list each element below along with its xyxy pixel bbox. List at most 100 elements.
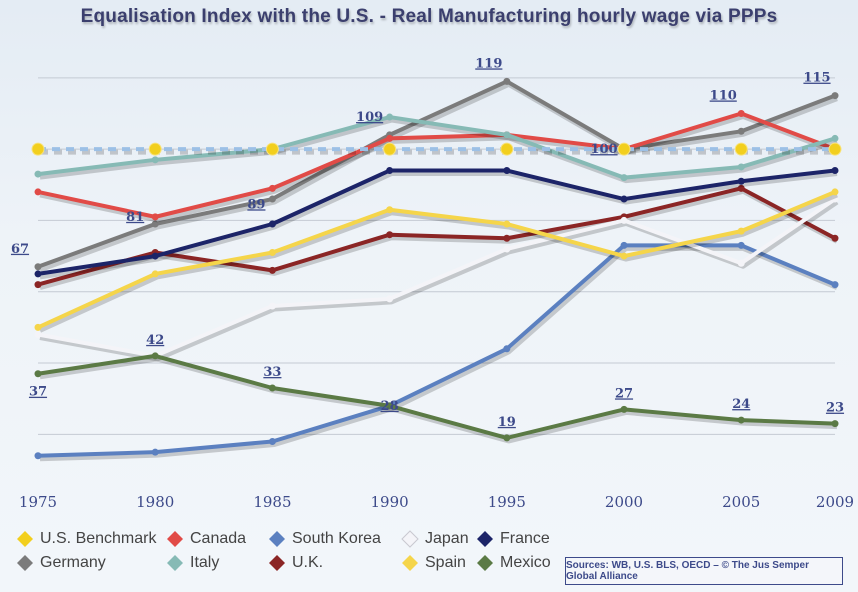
series-shadow-canada [39,113,838,223]
legend: U.S. Benchmark Canada South Korea Japan Fran… [16,530,556,582]
series-line-u-k [37,186,836,287]
point-south-korea-2005 [737,241,745,249]
point-mexico-1990 [386,402,394,410]
data-label-1990-28: 28 [381,399,399,414]
data-label-1995-19: 19 [498,415,516,430]
point-u-k-1975 [34,281,42,289]
point-u-s-benchmark-1985 [265,142,279,156]
x-tick-2005: 2005 [722,493,760,511]
point-germany-1975 [34,263,42,271]
point-italy-2000 [620,174,628,182]
point-mexico-2005 [737,416,745,424]
legend-label: Italy [190,554,220,571]
point-japan-1975 [34,331,42,339]
point-canada-1990 [386,134,394,142]
point-france-1995 [503,167,511,175]
series-japan [34,195,839,362]
point-u-k-1990 [386,231,394,239]
point-mexico-1980 [151,352,159,360]
legend-diamond-icon [402,555,418,571]
series-shadow-japan [39,199,839,362]
series-shadow-france [39,171,838,280]
point-u-s-benchmark-2009 [828,142,842,156]
data-label-1995-119: 119 [475,56,502,71]
point-italy-2005 [737,163,745,171]
point-u-s-benchmark-2000 [617,142,631,156]
point-japan-2000 [620,216,628,224]
data-label-2000-27: 27 [615,386,633,401]
legend-diamond-icon [269,531,285,547]
x-tick-1980: 1980 [136,493,174,511]
point-canada-1980 [151,213,159,221]
legend-diamond-icon [401,530,419,548]
point-u-k-1985 [268,266,276,274]
series-shadow-south-korea [39,245,838,462]
legend-item-italy: Italy [166,554,219,572]
legend-diamond-icon [167,555,183,571]
legend-label: South Korea [292,530,381,547]
chart-title: Equalisation Index with the U.S. - Real … [80,6,778,27]
data-label-1980-42: 42 [146,333,164,348]
point-spain-1980 [151,270,159,278]
point-france-1990 [386,167,394,175]
series-spain [34,188,839,333]
legend-item-mexico: Mexico [476,554,551,572]
point-germany-2009 [831,92,839,100]
point-canada-1975 [34,188,42,196]
data-label-1990-109: 109 [356,110,383,125]
series-line-canada [37,111,836,219]
legend-diamond-icon [477,555,493,571]
data-label-1980-81: 81 [126,210,144,225]
point-germany-1980 [151,220,159,228]
point-germany-1985 [268,195,276,203]
data-label-1985-33: 33 [263,365,281,380]
point-italy-1990 [386,113,394,121]
series-shadow-mexico [39,356,838,444]
point-spain-2009 [831,188,839,196]
series-line-japan [37,197,837,358]
data-label-2009-23: 23 [826,401,844,416]
legend-label: Spain [425,554,466,571]
point-u-s-benchmark-1975 [31,142,45,156]
series-shadow-italy [39,117,838,184]
x-tick-1990: 1990 [371,493,409,511]
point-u-k-1995 [503,234,511,242]
point-france-2005 [737,177,745,185]
point-mexico-1975 [34,370,42,378]
point-france-1980 [151,252,159,260]
legend-label: Mexico [500,554,551,571]
legend-item-spain: Spain [401,554,466,572]
x-axis-ticks: 1975 1980 1985 1990 1995 2000 2005 2009 [19,493,854,511]
legend-item-u-k: U.K. [268,554,323,572]
point-japan-1985 [268,302,276,310]
point-u-k-2009 [831,234,839,242]
legend-label: France [500,530,550,547]
point-italy-1975 [34,170,42,178]
data-label-2005-110: 110 [710,88,737,103]
point-canada-1985 [268,184,276,192]
point-japan-2009 [831,195,839,203]
series-germany [34,77,839,273]
point-u-s-benchmark-1990 [383,142,397,156]
legend-item-japan: Japan [401,530,469,548]
legend-label: U.S. Benchmark [40,530,157,547]
legend-label: Canada [190,530,247,547]
data-label-2009-115: 115 [803,71,830,86]
x-tick-1985: 1985 [253,493,291,511]
legend-diamond-icon [269,555,285,571]
point-france-2009 [831,167,839,175]
series-line-spain [37,190,836,330]
x-tick-2009: 2009 [816,493,854,511]
legend-diamond-icon [17,555,33,571]
point-germany-2005 [737,127,745,135]
series-line-italy [37,115,836,180]
data-label-2000-100: 100 [590,142,617,157]
point-france-2000 [620,195,628,203]
legend-diamond-icon [477,531,493,547]
x-tick-1995: 1995 [488,493,526,511]
point-japan-2005 [737,259,745,267]
point-japan-1995 [503,245,511,253]
point-italy-1995 [503,131,511,139]
series-shadow-spain [38,192,838,333]
legend-label: Japan [425,530,469,547]
